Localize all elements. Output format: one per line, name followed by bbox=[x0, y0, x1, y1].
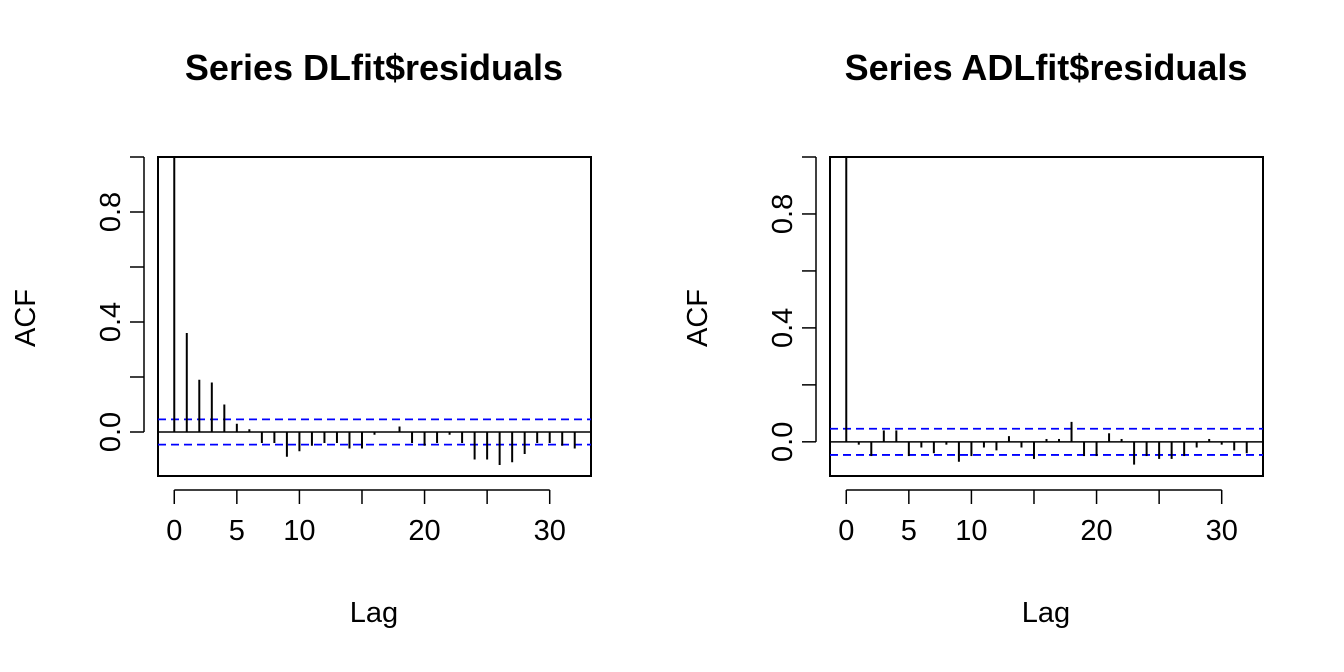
y-axis-label: ACF bbox=[682, 289, 714, 347]
plot-frame bbox=[829, 156, 1264, 477]
plot-frame bbox=[157, 156, 592, 477]
x-tick-label: 20 bbox=[408, 515, 440, 547]
y-tick-label: 0.4 bbox=[95, 302, 127, 342]
x-tick-label: 30 bbox=[534, 515, 566, 547]
y-axis-label: ACF bbox=[10, 289, 42, 347]
y-tick-label: 0.4 bbox=[767, 308, 799, 348]
acf-panel-dlfit: Series DLfit$residuals Lag ACF 0.0 0.4 0.8… bbox=[10, 47, 592, 629]
y-tick-label: 0.0 bbox=[767, 422, 799, 462]
y-tick-label: 0.0 bbox=[95, 412, 127, 452]
x-axis-label: Lag bbox=[350, 597, 398, 629]
x-tick-label: 20 bbox=[1080, 515, 1112, 547]
x-tick-label: 30 bbox=[1206, 515, 1238, 547]
x-tick-label: 0 bbox=[166, 515, 182, 547]
y-tick-label: 0.8 bbox=[767, 194, 799, 234]
x-tick-label: 5 bbox=[901, 515, 917, 547]
x-axis-label: Lag bbox=[1022, 597, 1070, 629]
x-tick-label: 5 bbox=[229, 515, 245, 547]
x-tick-label: 10 bbox=[955, 515, 987, 547]
x-tick-label: 0 bbox=[838, 515, 854, 547]
acf-panel-adlfit: Series ADLfit$residuals Lag ACF 0.0 0.4 0.… bbox=[682, 47, 1264, 629]
y-tick-label: 0.8 bbox=[95, 192, 127, 232]
x-tick-label: 10 bbox=[283, 515, 315, 547]
chart-title: Series ADLfit$residuals bbox=[845, 47, 1248, 88]
chart-title: Series DLfit$residuals bbox=[185, 47, 563, 88]
